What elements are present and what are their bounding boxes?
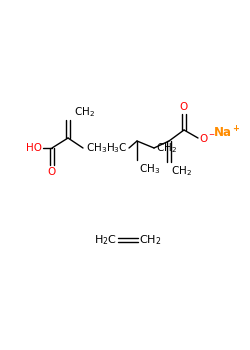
Text: $\mathregular{CH_2}$: $\mathregular{CH_2}$: [139, 233, 162, 247]
Text: $\mathregular{H_2C}$: $\mathregular{H_2C}$: [94, 233, 117, 247]
Text: $\mathregular{CH_2}$: $\mathregular{CH_2}$: [171, 164, 192, 178]
Text: HO: HO: [26, 143, 42, 153]
Text: $\mathregular{CH_3}$: $\mathregular{CH_3}$: [86, 141, 107, 155]
Text: $\mathregular{CH_2}$: $\mathregular{CH_2}$: [156, 141, 177, 155]
Text: $\mathregular{Na^+}$: $\mathregular{Na^+}$: [213, 125, 240, 141]
Text: $\mathregular{CH_3}$: $\mathregular{CH_3}$: [139, 162, 160, 176]
Text: $\mathregular{H_3C}$: $\mathregular{H_3C}$: [106, 141, 128, 155]
Text: $\mathregular{O^-}$: $\mathregular{O^-}$: [199, 132, 216, 144]
Text: O: O: [48, 167, 56, 177]
Text: O: O: [180, 102, 188, 112]
Text: $\mathregular{CH_2}$: $\mathregular{CH_2}$: [74, 105, 95, 119]
